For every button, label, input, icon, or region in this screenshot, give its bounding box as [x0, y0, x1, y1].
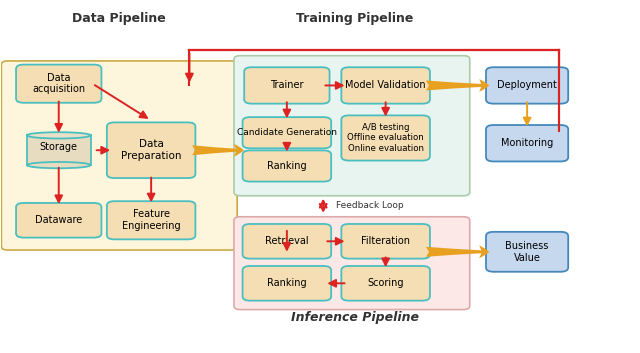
- Text: Retrieval: Retrieval: [265, 236, 308, 246]
- FancyBboxPatch shape: [1, 61, 237, 250]
- FancyBboxPatch shape: [243, 117, 331, 148]
- Text: Data
Preparation: Data Preparation: [121, 139, 181, 161]
- Text: Monitoring: Monitoring: [501, 138, 553, 148]
- Text: Business
Value: Business Value: [506, 241, 548, 263]
- FancyBboxPatch shape: [244, 67, 330, 104]
- Text: Scoring: Scoring: [367, 278, 404, 288]
- Bar: [27, 135, 91, 165]
- Text: Training Pipeline: Training Pipeline: [296, 12, 413, 25]
- Ellipse shape: [27, 162, 91, 168]
- FancyBboxPatch shape: [341, 115, 430, 161]
- Text: Ranking: Ranking: [267, 278, 307, 288]
- FancyBboxPatch shape: [341, 266, 430, 301]
- Text: Data
acquisition: Data acquisition: [32, 73, 85, 95]
- FancyBboxPatch shape: [243, 266, 331, 301]
- Ellipse shape: [27, 132, 91, 138]
- Text: Model Validation: Model Validation: [346, 80, 426, 90]
- Text: Inference Pipeline: Inference Pipeline: [291, 311, 419, 324]
- FancyBboxPatch shape: [243, 224, 331, 259]
- Text: Feature
Engineering: Feature Engineering: [122, 209, 180, 231]
- Text: A/B testing
Offline evaluation
Online evaluation: A/B testing Offline evaluation Online ev…: [348, 123, 424, 153]
- FancyBboxPatch shape: [341, 224, 430, 259]
- FancyBboxPatch shape: [107, 201, 195, 239]
- Text: Deployment: Deployment: [497, 80, 557, 90]
- FancyBboxPatch shape: [16, 203, 101, 238]
- Text: Candidate Generation: Candidate Generation: [237, 128, 337, 137]
- FancyBboxPatch shape: [107, 122, 195, 178]
- Text: Filteration: Filteration: [361, 236, 410, 246]
- FancyBboxPatch shape: [486, 67, 568, 104]
- Text: Data Pipeline: Data Pipeline: [72, 12, 166, 25]
- Text: Storage: Storage: [40, 142, 77, 152]
- Text: Trainer: Trainer: [270, 80, 303, 90]
- FancyBboxPatch shape: [341, 67, 430, 104]
- FancyBboxPatch shape: [16, 65, 101, 103]
- Text: Dataware: Dataware: [35, 215, 83, 225]
- FancyBboxPatch shape: [486, 125, 568, 161]
- Text: Feedback Loop: Feedback Loop: [336, 202, 404, 210]
- FancyBboxPatch shape: [486, 232, 568, 272]
- Text: Ranking: Ranking: [267, 161, 307, 171]
- FancyBboxPatch shape: [234, 56, 470, 196]
- FancyBboxPatch shape: [243, 150, 331, 181]
- FancyBboxPatch shape: [234, 217, 470, 310]
